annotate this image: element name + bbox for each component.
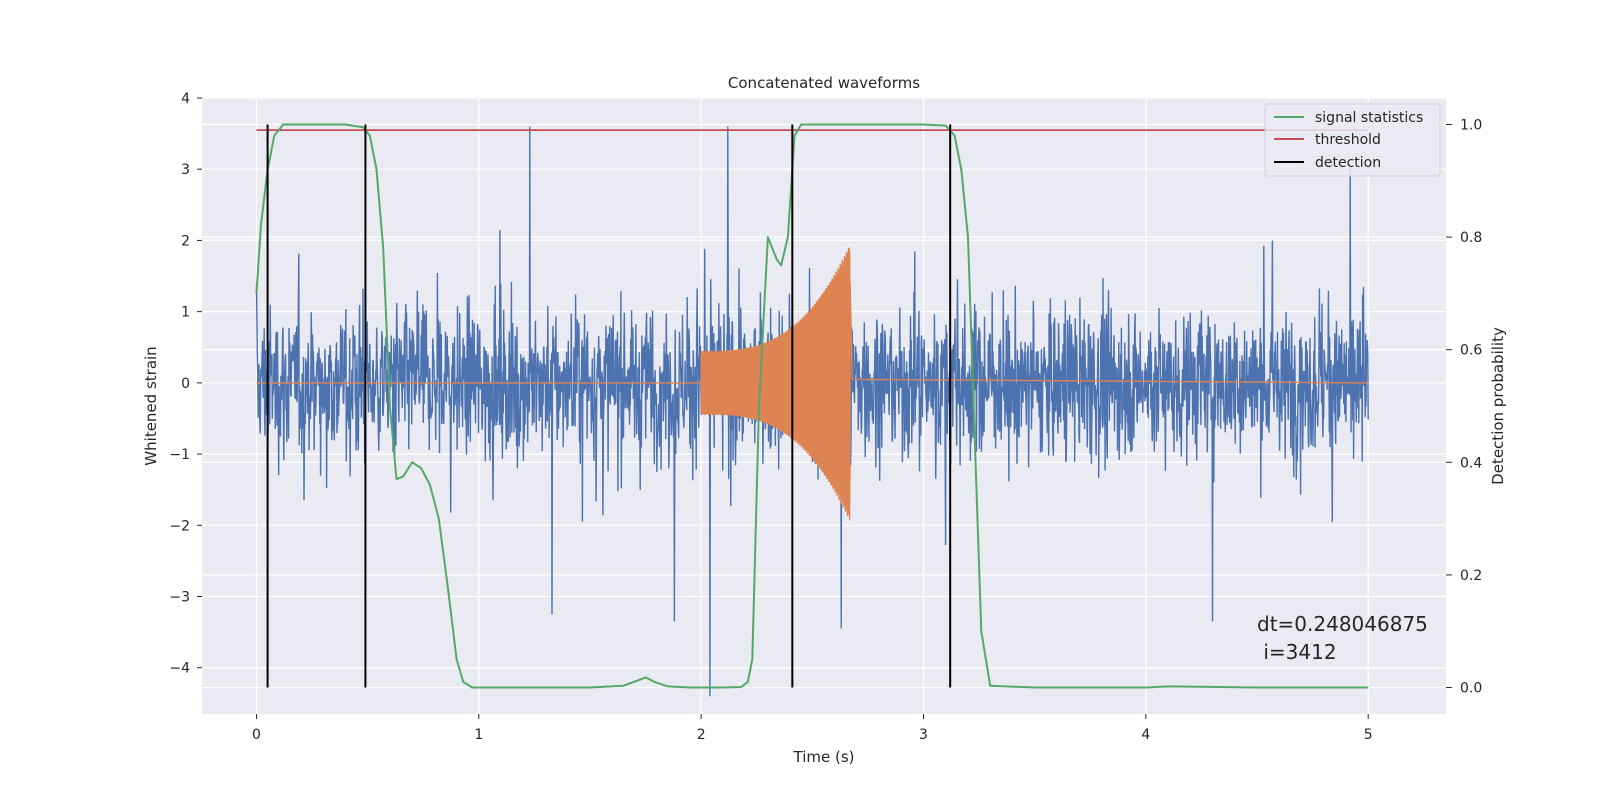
- series-signal-statistics: [255, 123, 1369, 689]
- y-right-tick-label: 0.2: [1460, 568, 1482, 584]
- x-axis-label: Time (s): [793, 748, 855, 766]
- x-tick-label: 3: [919, 727, 928, 743]
- plot-layer: [255, 123, 1369, 697]
- x-tick-label: 1: [474, 727, 483, 743]
- y-right-tick-label: 0.4: [1460, 455, 1482, 471]
- y-right-tick-label: 0.8: [1460, 230, 1482, 246]
- legend: signal statistics threshold detection: [1264, 103, 1441, 177]
- x-tick-label: 4: [1141, 727, 1150, 743]
- y-right-tick-label: 0.6: [1460, 343, 1482, 359]
- y-left-tick-label: 0: [181, 376, 190, 392]
- x-tick-label: 5: [1364, 727, 1373, 743]
- axes: 0 1 2 3 4 5 −4 −3 −2 −1 0 1 2 3 4 0.0 0.2 0.4 0.6 0.8 1.0: [169, 91, 1482, 743]
- annotation-dt: dt=0.248046875: [1257, 612, 1428, 636]
- legend-label-detection: detection: [1315, 155, 1381, 171]
- y-axis-label-left: Whitened strain: [142, 346, 160, 465]
- x-tick-label: 2: [697, 727, 706, 743]
- y-axis-label-right: Detection probability: [1489, 327, 1507, 485]
- y-left-tick-label: 4: [181, 91, 190, 107]
- y-left-tick-label: 2: [181, 233, 190, 249]
- legend-label-signal-statistics: signal statistics: [1315, 110, 1423, 126]
- chart-title: Concatenated waveforms: [728, 74, 920, 92]
- y-left-tick-label: 1: [181, 305, 190, 321]
- series-injected-waveform: [256, 247, 1369, 521]
- annotation-index: i=3412: [1257, 640, 1337, 664]
- legend-label-threshold: threshold: [1315, 132, 1381, 148]
- x-tick-label: 0: [252, 727, 261, 743]
- y-left-tick-label: −3: [169, 589, 190, 605]
- y-left-tick-label: −4: [169, 661, 190, 677]
- y-left-tick-label: −1: [169, 447, 190, 463]
- y-right-tick-label: 0.0: [1460, 681, 1482, 697]
- y-right-tick-label: 1.0: [1460, 117, 1482, 133]
- y-left-tick-label: 3: [181, 162, 190, 178]
- legend-box: [1264, 103, 1441, 177]
- y-left-tick-label: −2: [169, 518, 190, 534]
